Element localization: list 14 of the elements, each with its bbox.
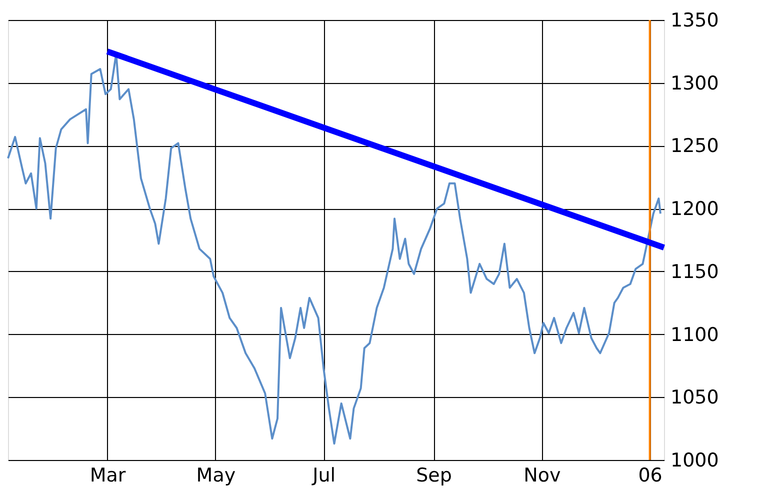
y-tick-label: 1300 (670, 72, 719, 94)
y-tick-label: 1200 (670, 198, 719, 220)
x-tick-label: Mar (90, 464, 126, 486)
y-tick-label: 1350 (670, 10, 719, 32)
y-tick-label: 1150 (670, 260, 719, 283)
x-tick-label: Sep (416, 464, 452, 486)
x-tick-label: Jul (312, 464, 336, 486)
y-tick-label: 1250 (670, 135, 719, 158)
y-tick-label: 1050 (670, 386, 719, 409)
y-tick-label: 1000 (670, 450, 719, 472)
x-tick-label: Nov (524, 464, 561, 486)
x-tick-label: 06 (638, 464, 662, 486)
x-tick-label: May (196, 464, 236, 486)
y-tick-label: 1100 (670, 324, 719, 346)
